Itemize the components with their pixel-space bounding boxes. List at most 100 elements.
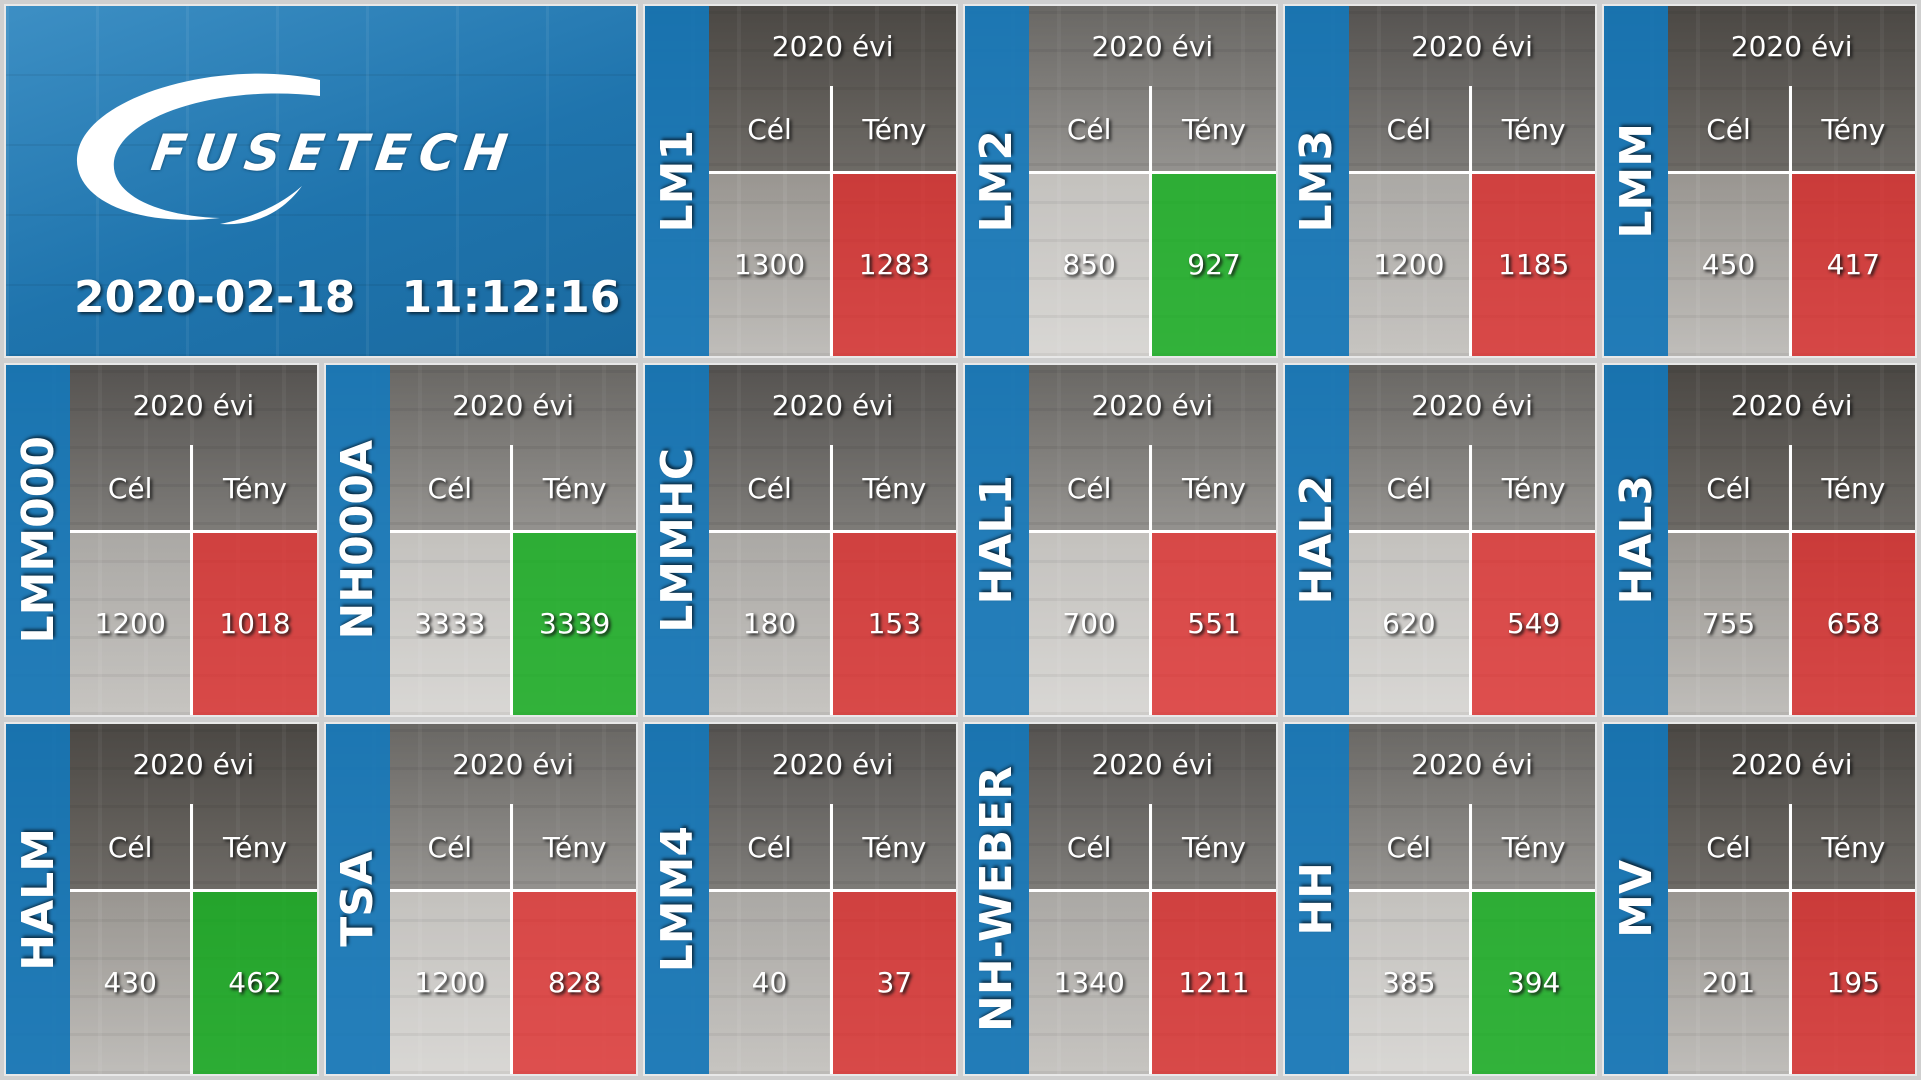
target-value: 180 — [709, 532, 833, 715]
brand-name: FUSETECH — [147, 124, 520, 182]
year-label: 2020 évi — [709, 365, 956, 445]
line-tile-hal2: HAL2 2020 évi Cél Tény 620 549 — [1282, 363, 1598, 717]
target-value: 1200 — [389, 891, 513, 1074]
line-tile-hh: HH 2020 évi Cél Tény 385 394 — [1282, 722, 1598, 1076]
target-header: Cél — [1668, 445, 1792, 532]
actual-header: Tény — [1791, 86, 1915, 173]
target-header: Cél — [1348, 804, 1472, 891]
line-name-bar: LM1 — [645, 6, 710, 356]
line-name-bar: HALM — [6, 724, 70, 1074]
target-header: Cél — [1348, 445, 1472, 532]
line-name: NH000A — [332, 440, 384, 640]
actual-value: 927 — [1152, 173, 1276, 356]
actual-header: Tény — [832, 86, 956, 173]
target-header: Cél — [70, 804, 194, 891]
actual-header: Tény — [512, 804, 637, 891]
actual-header: Tény — [1791, 804, 1915, 891]
line-name: HAL1 — [971, 475, 1023, 605]
target-header: Cél — [1028, 445, 1153, 532]
line-name-bar: LMMHC — [645, 365, 710, 715]
line-name-bar: MV — [1604, 724, 1669, 1074]
actual-value: 417 — [1791, 173, 1915, 356]
actual-header: Tény — [1471, 86, 1596, 173]
datetime-display: 2020-02-18 11:12:16 — [74, 272, 620, 323]
target-value: 3333 — [389, 532, 513, 715]
target-header: Cél — [709, 86, 833, 173]
line-name-bar: HAL1 — [964, 365, 1029, 715]
actual-value: 462 — [193, 891, 317, 1074]
line-name-bar: HH — [1284, 724, 1349, 1074]
actual-value: 3339 — [512, 532, 637, 715]
year-label: 2020 évi — [1668, 6, 1915, 86]
line-name: LMMHC — [651, 447, 703, 633]
actual-value: 394 — [1471, 891, 1596, 1074]
target-value: 40 — [709, 891, 833, 1074]
line-tile-mv: MV 2020 évi Cél Tény 201 195 — [1602, 722, 1917, 1076]
line-tile-nh-weber: NH-WEBER 2020 évi Cél Tény 1340 1211 — [962, 722, 1278, 1076]
year-label: 2020 évi — [1348, 365, 1596, 445]
line-name: LMM000 — [12, 436, 64, 644]
line-name-bar: LMM4 — [645, 724, 710, 1074]
line-name: HAL3 — [1610, 475, 1662, 605]
target-value: 1300 — [709, 173, 833, 356]
year-label: 2020 évi — [1668, 724, 1915, 804]
line-tile-hal3: HAL3 2020 évi Cél Tény 755 658 — [1602, 363, 1917, 717]
line-name-bar: TSA — [325, 724, 390, 1074]
current-time: 11:12:16 — [401, 272, 621, 323]
line-name-bar: HAL2 — [1284, 365, 1349, 715]
actual-header: Tény — [1471, 445, 1596, 532]
actual-header: Tény — [1471, 804, 1596, 891]
actual-value: 828 — [512, 891, 637, 1074]
line-tile-lmm4: LMM4 2020 évi Cél Tény 40 37 — [643, 722, 958, 1076]
line-name: HH — [1291, 862, 1343, 936]
line-name-bar: LM3 — [1284, 6, 1349, 356]
line-tile-lm1: LM1 2020 évi Cél Tény 1300 1283 — [643, 4, 958, 358]
line-name: HAL2 — [1291, 475, 1343, 605]
actual-header: Tény — [1791, 445, 1915, 532]
current-date: 2020-02-18 — [74, 272, 356, 323]
target-value: 201 — [1668, 891, 1792, 1074]
actual-header: Tény — [832, 804, 956, 891]
year-label: 2020 évi — [1348, 724, 1596, 804]
target-header: Cél — [1668, 86, 1792, 173]
target-value: 1200 — [70, 532, 194, 715]
target-header: Cél — [70, 445, 194, 532]
line-tile-nh000a: NH000A 2020 évi Cél Tény 3333 3339 — [323, 363, 639, 717]
line-tile-halm: HALM 2020 évi Cél Tény 430 462 — [4, 722, 319, 1076]
line-name: TSA — [332, 851, 384, 947]
line-name: LM2 — [971, 129, 1023, 233]
actual-value: 1185 — [1471, 173, 1596, 356]
company-logo: FUSETECH — [70, 66, 590, 236]
line-name: LM3 — [1291, 129, 1343, 233]
line-name: LMM — [1610, 123, 1662, 239]
line-name-bar: LMM — [1604, 6, 1669, 356]
target-header: Cél — [1028, 804, 1153, 891]
year-label: 2020 évi — [389, 365, 637, 445]
year-label: 2020 évi — [1348, 6, 1596, 86]
year-label: 2020 évi — [709, 6, 956, 86]
target-header: Cél — [709, 445, 833, 532]
logo-swoosh-icon — [76, 73, 320, 225]
line-name-bar: NH000A — [325, 365, 390, 715]
line-name: MV — [1610, 860, 1662, 938]
actual-header: Tény — [1152, 804, 1276, 891]
target-value: 620 — [1348, 532, 1472, 715]
line-tile-lmm000: LMM000 2020 évi Cél Tény 1200 1018 — [4, 363, 319, 717]
line-tile-hal1: HAL1 2020 évi Cél Tény 700 551 — [962, 363, 1278, 717]
actual-header: Tény — [1152, 445, 1276, 532]
target-value: 385 — [1348, 891, 1472, 1074]
actual-header: Tény — [512, 445, 637, 532]
logo-panel: FUSETECH 2020-02-18 11:12:16 — [4, 4, 639, 358]
line-name: LMM4 — [651, 825, 703, 973]
target-value: 1340 — [1028, 891, 1153, 1074]
line-name: LM1 — [651, 129, 703, 233]
actual-header: Tény — [1152, 86, 1276, 173]
actual-value: 549 — [1471, 532, 1596, 715]
actual-value: 1283 — [832, 173, 956, 356]
year-label: 2020 évi — [709, 724, 956, 804]
target-header: Cél — [709, 804, 833, 891]
target-header: Cél — [1028, 86, 1153, 173]
line-tile-lm3: LM3 2020 évi Cél Tény 1200 1185 — [1282, 4, 1598, 358]
year-label: 2020 évi — [1028, 724, 1276, 804]
actual-value: 1018 — [193, 532, 317, 715]
